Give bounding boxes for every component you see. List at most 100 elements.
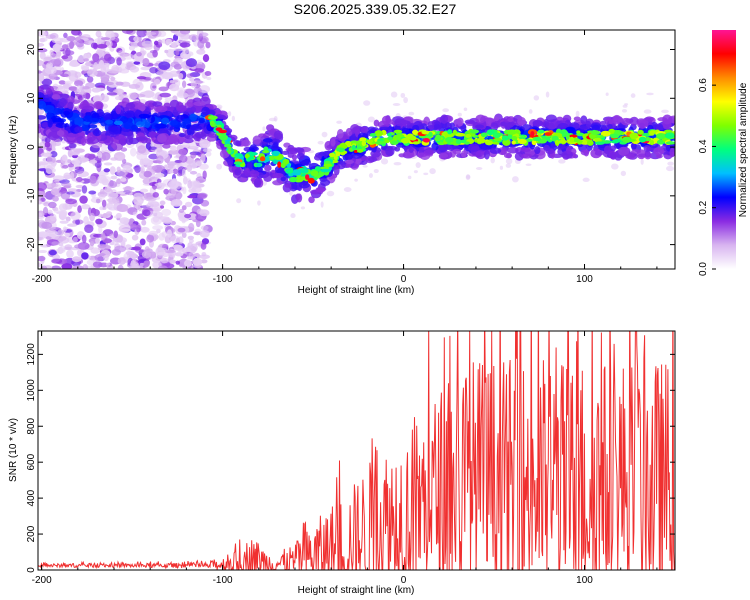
spectrogram-noise-blob [204, 70, 212, 76]
spectrogram-core-blob [591, 130, 600, 136]
spectrogram-ridge-blob [456, 117, 464, 127]
spectrogram-noise-blob [343, 187, 352, 192]
spectrogram-core-blob [289, 176, 298, 183]
spectrogram-noise-blob [621, 108, 628, 113]
spectrogram-noise-blob [117, 264, 124, 269]
spectrogram-noise-blob [195, 80, 204, 84]
spectrogram-noise-blob [152, 215, 160, 223]
spectrogram-ridge-blob [45, 87, 52, 95]
spectrogram-noise-blob [368, 173, 373, 178]
spectrogram-ridge-blob [264, 164, 272, 172]
spectrogram-noise-blob [52, 196, 59, 202]
spectrogram-noise-blob [216, 163, 223, 170]
spectrogram-ridge-blob [113, 120, 123, 126]
spectrogram-noise-blob [95, 87, 106, 92]
spectrogram-ridge-blob [315, 186, 326, 193]
spectrogram-core-blob [292, 169, 302, 174]
spectrogram-ridge-blob [308, 196, 315, 204]
spectrogram-core-blob [305, 174, 310, 181]
spectrogram-core-blob [455, 139, 462, 145]
spectrogram-ridge-blob [265, 171, 273, 176]
spectrogram-noise-blob [429, 168, 436, 175]
spectrogram-ridge-blob [351, 154, 363, 159]
spectrogram-noise-blob [98, 59, 105, 69]
spectrogram-y-label: Frequency (Hz) [8, 116, 19, 185]
spectrogram-noise-blob [122, 165, 132, 171]
spectrogram-noise-blob [129, 66, 140, 73]
spectrogram-noise-blob [82, 85, 90, 90]
spectrogram-noise-blob [475, 167, 483, 170]
spectrogram-noise-blob [317, 140, 324, 145]
spectrogram-noise-blob [44, 66, 57, 75]
spectrogram-ridge-blob [398, 153, 406, 158]
spectrogram-core-blob [310, 170, 319, 177]
spectrogram-core-blob [524, 138, 534, 142]
spectrogram-core-blob [501, 135, 509, 141]
spectrogram-noise-blob [152, 203, 163, 212]
spectrogram-noise-blob [46, 183, 59, 188]
spectrogram-core-blob [391, 140, 399, 145]
spectrogram-noise-blob [205, 151, 212, 157]
spectrogram-core-blob [329, 152, 336, 158]
spectrogram-ridge-blob [138, 113, 150, 119]
spectrogram-noise-blob [205, 41, 211, 49]
spectrogram-core-blob [587, 139, 594, 146]
spectrogram-ridge-blob [168, 135, 179, 144]
spectrogram-noise-blob [157, 182, 163, 186]
snr-x-tick-label: -200 [32, 575, 52, 586]
spectrogram-core-blob [569, 136, 575, 143]
spectrogram-ridge-blob [51, 94, 61, 100]
spectrogram-ridge-blob [345, 159, 354, 165]
spectrogram-noise-blob [74, 166, 82, 170]
spectrogram-noise-blob [196, 194, 207, 200]
spectrogram-core-blob [375, 140, 384, 145]
spectrogram-ridge-blob [272, 143, 279, 149]
spectrogram-core-blob [234, 153, 243, 158]
spectrogram-core-blob [452, 129, 458, 136]
spectrogram-noise-blob [41, 221, 53, 230]
spectrogram-noise-blob [81, 66, 90, 71]
spectrogram-noise-blob [166, 229, 172, 238]
spectrogram-ridge-blob [580, 115, 588, 125]
spectrogram-noise-blob [178, 72, 184, 80]
spectrogram-noise-blob [64, 80, 73, 85]
spectrogram-core-blob [565, 134, 570, 140]
spectrogram-noise-blob [38, 249, 48, 254]
spectrogram-noise-blob [67, 223, 78, 227]
spectrogram-noise-blob [136, 76, 147, 80]
spectrogram-noise-blob [202, 148, 212, 153]
spectrogram-noise-blob [178, 208, 185, 214]
spectrogram-noise-blob [169, 259, 177, 264]
spectrogram-noise-blob [62, 50, 75, 56]
spectrogram-ridge-blob [566, 146, 572, 155]
spectrogram-noise-blob [105, 262, 110, 266]
snr-x-axis: -200 -100 0 100 [32, 331, 658, 586]
spectrogram-noise-blob [188, 141, 197, 149]
spectrogram-noise-blob [68, 143, 77, 149]
spectrogram-noise-blob [393, 161, 402, 166]
spectrogram-noise-blob [189, 181, 200, 190]
spectrogram-noise-blob [82, 263, 89, 269]
spectrogram-noise-blob [159, 92, 171, 98]
spectrogram-noise-blob [61, 44, 69, 50]
snr-x-tick-label: 100 [576, 575, 593, 586]
spectrogram-noise-blob [70, 150, 75, 156]
spectrogram-ridge-blob [243, 167, 251, 177]
spectrogram-noise-blob [336, 120, 342, 124]
spectrogram-core-blob [544, 132, 552, 136]
spectrogram-noise-blob [51, 258, 63, 264]
spectrogram-noise-blob [200, 242, 207, 250]
spectrogram-noise-blob [136, 224, 141, 233]
spectrogram-core-blob [268, 155, 275, 161]
spectrogram-ridge-blob [367, 156, 378, 163]
spectrogram-noise-blob [79, 195, 88, 204]
spectrogram-noise-blob [157, 251, 166, 256]
spectrogram-noise-blob [131, 234, 139, 241]
spectrogram-noise-blob [103, 53, 112, 62]
spectrogram-ridge-blob [234, 168, 242, 176]
spectrogram-noise-blob [110, 175, 118, 180]
spectrogram-noise-blob [90, 42, 98, 49]
spectrogram-noise-blob [257, 200, 261, 206]
spectrogram-ridge-blob [272, 173, 284, 178]
spectrogram-noise-blob [72, 236, 78, 243]
